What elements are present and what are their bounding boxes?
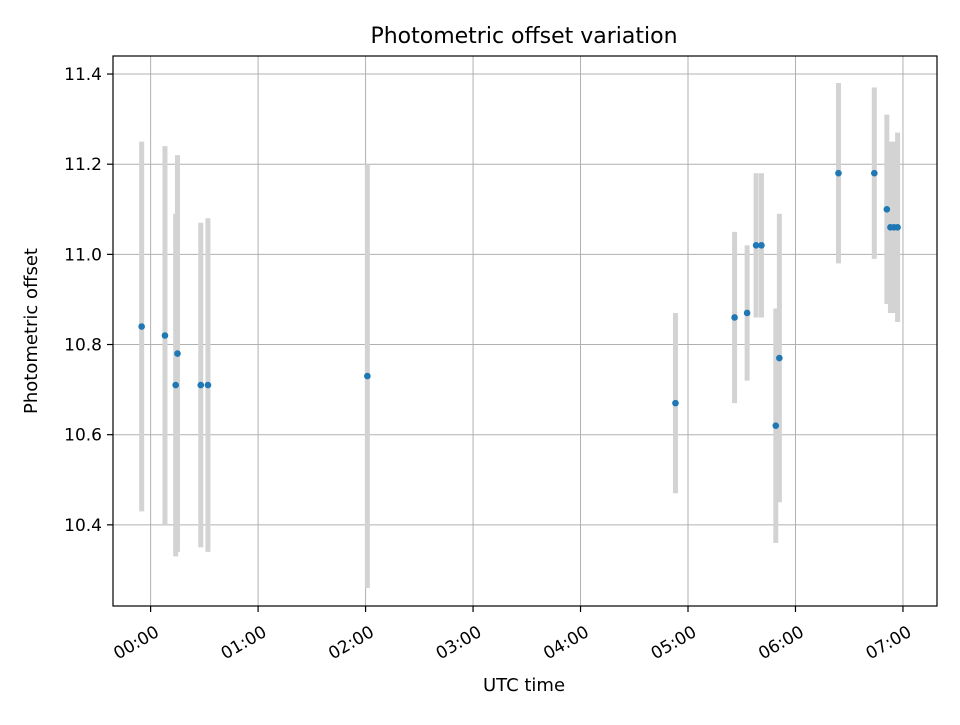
data-point: [204, 381, 212, 389]
y-tick-label: 11.2: [64, 155, 102, 175]
data-point: [161, 332, 169, 339]
data-point: [883, 205, 891, 213]
data-point: [174, 350, 181, 357]
data-point: [776, 354, 783, 362]
data-point: [835, 169, 842, 177]
y-tick-label: 10.6: [64, 426, 102, 446]
y-axis-label: Photometric offset: [21, 248, 42, 414]
y-tick-label: 11.0: [64, 245, 102, 265]
data-point: [772, 422, 780, 429]
y-tick-label: 11.4: [64, 65, 102, 85]
data-point: [871, 169, 878, 177]
data-point: [731, 314, 738, 321]
data-point: [172, 381, 179, 389]
data-point: [752, 242, 760, 249]
data-point: [743, 309, 751, 317]
y-tick-label: 10.8: [64, 336, 102, 356]
data-point: [364, 372, 371, 380]
x-axis-label: UTC time: [483, 675, 565, 696]
y-tick-label: 10.4: [64, 516, 102, 536]
chart-title: Photometric offset variation: [370, 24, 677, 49]
data-point: [894, 224, 901, 231]
data-point: [758, 242, 765, 249]
data-points: [138, 169, 901, 429]
plot-frame: [112, 55, 938, 607]
data-point: [197, 381, 205, 389]
data-point: [672, 399, 679, 407]
data-point: [138, 323, 145, 330]
